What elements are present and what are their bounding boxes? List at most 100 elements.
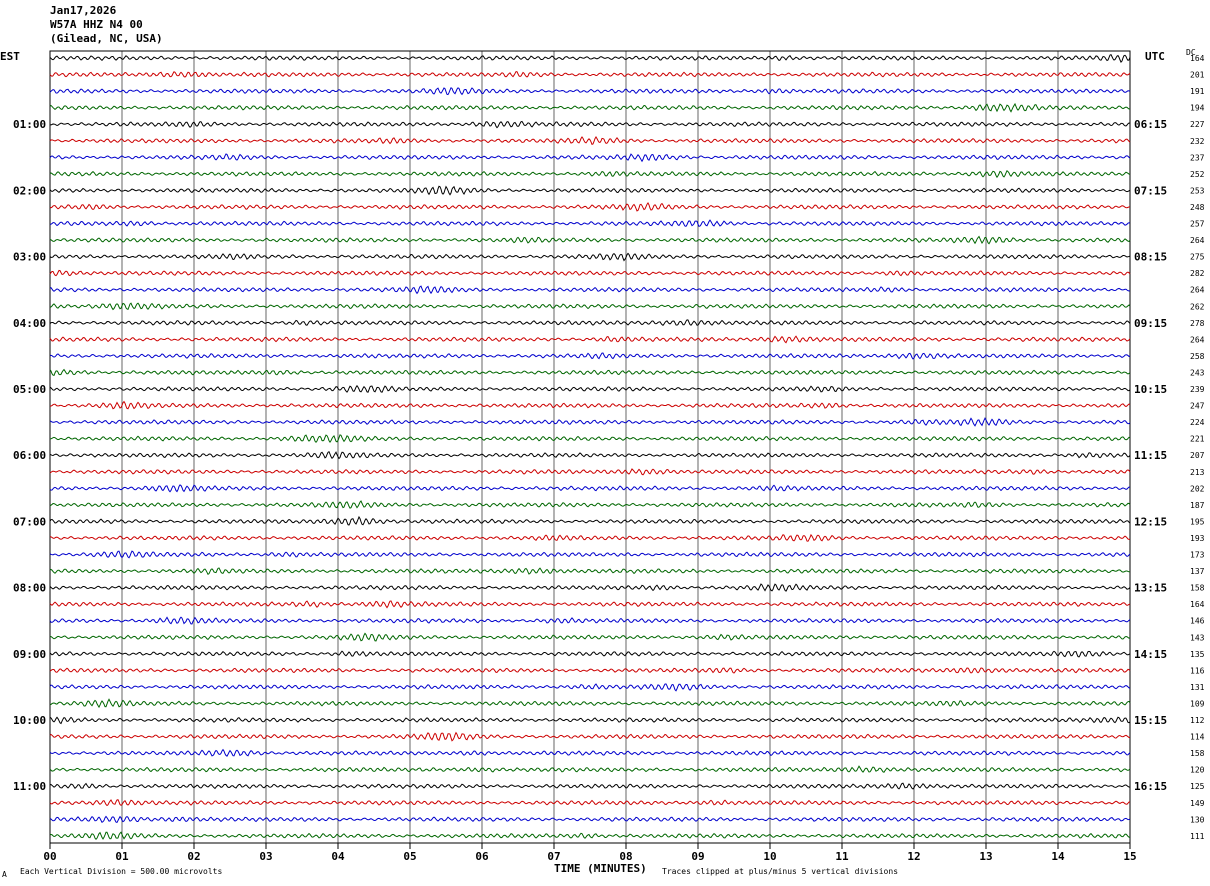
utc-hour-label: 11:15 [1134,449,1167,462]
dc-offset-label: 143 [1190,633,1205,642]
header-location: (Gilead, NC, USA) [50,32,163,45]
dc-offset-label: 146 [1190,617,1205,626]
trace-line [49,683,1131,692]
trace-line [49,500,1131,509]
dc-offset-label: 264 [1190,286,1205,295]
trace-line [49,368,1131,377]
trace-line [49,135,1131,145]
est-hour-label: 04:00 [13,317,46,330]
left-timezone-label: EST [0,50,20,63]
trace-line [49,515,1131,526]
x-tick-label: 13 [979,850,992,863]
trace-line [49,302,1131,311]
est-hour-label: 11:00 [13,780,46,793]
trace-line [49,782,1131,790]
trace-line [49,169,1131,179]
trace-line [49,765,1131,773]
x-tick-label: 08 [619,850,632,863]
dc-offset-label: 282 [1190,269,1205,278]
trace-line [49,71,1131,78]
dc-offset-label: 120 [1190,766,1205,775]
trace-line [49,54,1131,63]
seismic-traces [49,54,1131,841]
est-hour-label: 03:00 [13,251,46,264]
trace-line [49,468,1131,476]
trace-line [49,434,1131,444]
dc-offset-label: 195 [1190,517,1205,526]
dc-offset-label: 112 [1190,716,1205,725]
utc-hour-label: 10:15 [1134,383,1167,396]
dc-offset-label: 194 [1190,104,1205,113]
est-hour-label: 06:00 [13,449,46,462]
trace-line [49,335,1131,344]
x-tick-label: 06 [475,850,489,863]
dc-offset-label: 224 [1190,418,1205,427]
dc-offset-label: 247 [1190,402,1205,411]
est-hour-label: 07:00 [13,515,46,528]
dc-offset-label: 207 [1190,451,1205,460]
dc-offset-label: 227 [1190,120,1205,129]
trace-line [49,153,1131,163]
trace-line [49,450,1131,460]
trace-line [49,731,1131,742]
trace-line [49,716,1131,725]
trace-line [49,400,1131,410]
time-grid [49,50,1131,849]
dc-offset-label: 125 [1190,782,1205,791]
est-hour-label: 02:00 [13,184,46,197]
trace-line [49,252,1131,262]
dc-offset-label: 187 [1190,501,1205,510]
x-tick-label: 02 [187,850,200,863]
dc-offset-label: 243 [1190,368,1205,377]
trace-line [49,185,1131,196]
trace-line [49,567,1131,575]
dc-offset-label: 262 [1190,302,1205,311]
trace-line [49,583,1131,592]
trace-line [49,120,1131,129]
dc-offset-label: 158 [1190,584,1205,593]
trace-line [49,632,1131,642]
trace-line [49,201,1131,212]
clip-note: Traces clipped at plus/minus 5 vertical … [662,867,899,876]
dc-offset-label: 264 [1190,335,1205,344]
dc-offset-label: 258 [1190,352,1205,361]
dc-offset-label: 114 [1190,733,1205,742]
trace-line [49,698,1131,709]
right-timezone-label: UTC [1145,50,1165,63]
dc-offset-label: 278 [1190,319,1205,328]
est-hour-label: 09:00 [13,648,46,661]
est-hour-label: 08:00 [13,582,46,595]
dc-offset-label: 164 [1190,54,1205,63]
utc-hour-label: 14:15 [1134,648,1167,661]
footer-corner-mark: A [2,870,7,879]
trace-line [49,616,1131,625]
plot-frame [49,50,1131,844]
dc-offset-label: 137 [1190,567,1205,576]
plot-header: Jan17,2026 W57A HHZ N4 00 (Gilead, NC, U… [50,4,163,46]
header-station: W57A HHZ N4 00 [50,18,143,31]
trace-line [49,417,1131,427]
utc-hour-label: 13:15 [1134,582,1167,595]
trace-line [49,650,1131,658]
utc-hour-label: 07:15 [1134,184,1167,197]
dc-offset-label: 135 [1190,650,1205,659]
trace-line [49,815,1131,824]
dc-offset-label: 252 [1190,170,1205,179]
dc-offset-label: 111 [1190,832,1205,841]
x-tick-label: 14 [1051,850,1065,863]
dc-offset-label: 191 [1190,87,1205,96]
trace-line [49,269,1131,277]
dc-offset-label: 164 [1190,600,1205,609]
trace-line [49,102,1131,113]
dc-offset-label: 173 [1190,551,1205,560]
trace-line [49,235,1131,245]
x-tick-label: 09 [691,850,704,863]
trace-line [49,799,1131,807]
trace-line [49,550,1131,559]
x-axis-title: TIME (MINUTES) [554,862,647,875]
dc-offset-label: 237 [1190,153,1205,162]
x-tick-label: 07 [547,850,560,863]
vertical-scale-note: Each Vertical Division = 500.00 microvol… [20,867,223,876]
x-tick-label: 11 [835,850,849,863]
trace-line [49,87,1131,96]
